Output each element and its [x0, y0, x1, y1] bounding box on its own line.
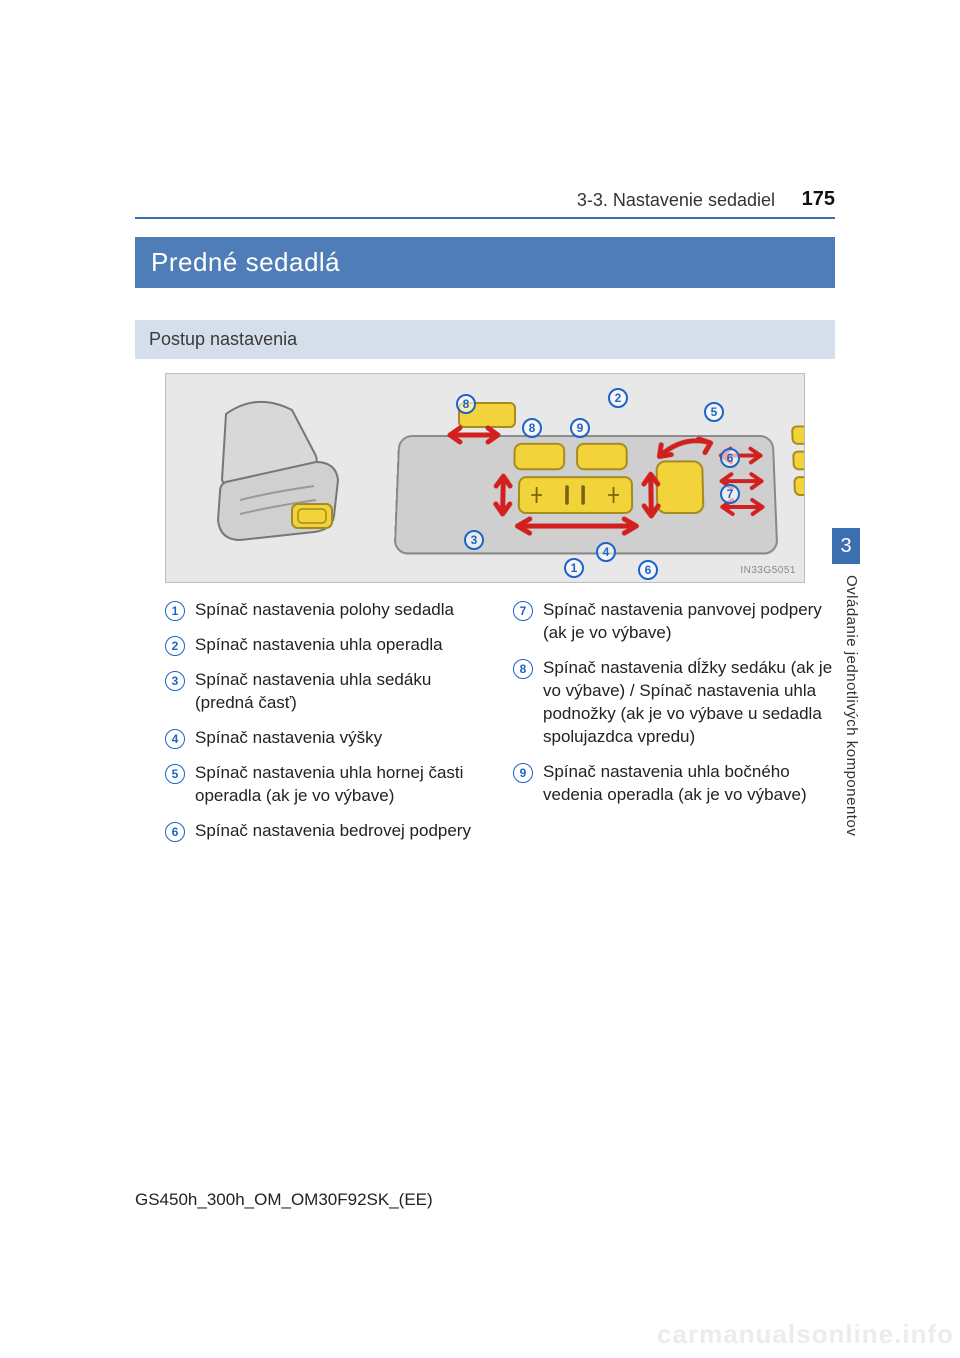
callout-7: 7 [720, 484, 740, 504]
control-btn-main [518, 476, 633, 514]
callout-6a: 6 [638, 560, 658, 580]
section-side-label: Ovládanie jednotlivých komponentov [832, 575, 860, 836]
legend-item: 9 Spínač nastavenia uhla bočného vedenia … [513, 761, 835, 807]
legend-num: 6 [165, 822, 185, 842]
section-title: Predné sedadlá [151, 247, 340, 277]
legend-text: Spínač nastavenia bedrovej podpery [195, 820, 471, 843]
diagram-ref-code: IN33G5051 [740, 565, 796, 576]
legend-text: Spínač nastavenia panvovej podpery (ak j… [543, 599, 835, 645]
legend-item: 1 Spínač nastavenia polohy sedadla [165, 599, 487, 622]
legend-text: Spínač nastavenia uhla sedáku (predná ča… [195, 669, 487, 715]
callout-8b: 8 [522, 418, 542, 438]
subsection-title: Postup nastavenia [149, 329, 297, 349]
document-code: GS450h_300h_OM_OM30F92SK_(EE) [135, 1190, 433, 1210]
legend-text: Spínač nastavenia uhla operadla [195, 634, 443, 657]
watermark: carmanualsonline.info [657, 1319, 954, 1350]
arrow-icon [511, 516, 642, 536]
legend-item: 4 Spínač nastavenia výšky [165, 727, 487, 750]
legend-num: 5 [165, 764, 185, 784]
manual-page: 3-3. Nastavenie sedadiel 175 Predné seda… [0, 0, 960, 1358]
legend-item: 5 Spínač nastavenia uhla hornej časti ope… [165, 762, 487, 808]
legend-text: Spínač nastavenia uhla hornej časti oper… [195, 762, 487, 808]
legend-item: 8 Spínač nastavenia dĺžky sedáku (ak je v… [513, 657, 835, 749]
breadcrumb: 3-3. Nastavenie sedadiel [577, 190, 775, 211]
legend-columns: 1 Spínač nastavenia polohy sedadla 2 Spína… [165, 593, 835, 855]
callout-8a: 8 [456, 394, 476, 414]
arrow-icon [490, 472, 517, 518]
callout-9: 9 [570, 418, 590, 438]
control-btn-top-right [576, 443, 628, 470]
legend-num: 9 [513, 763, 533, 783]
legend-item: 2 Spínač nastavenia uhla operadla [165, 634, 487, 657]
callout-4: 4 [596, 542, 616, 562]
page-header: 3-3. Nastavenie sedadiel 175 [135, 195, 835, 223]
subsection-bar: Postup nastavenia [135, 320, 835, 359]
seat-illustration [196, 396, 366, 546]
control-btn-top-left [513, 443, 565, 470]
header-rule [135, 217, 835, 219]
section-tab: 3 [832, 528, 860, 564]
page-number: 175 [802, 188, 835, 211]
section-title-bar: Predné sedadlá [135, 237, 835, 288]
legend-item: 7 Spínač nastavenia panvovej podpery (ak … [513, 599, 835, 645]
arrow-icon [649, 433, 719, 462]
arrow-icon [444, 424, 504, 446]
callout-5: 5 [704, 402, 724, 422]
legend-num: 1 [165, 601, 185, 621]
callout-1: 1 [564, 558, 584, 578]
legend-num: 4 [165, 729, 185, 749]
legend-num: 3 [165, 671, 185, 691]
control-btn-col-2 [792, 451, 805, 471]
control-btn-column [791, 425, 805, 524]
legend-num: 8 [513, 659, 533, 679]
legend-left-col: 1 Spínač nastavenia polohy sedadla 2 Spína… [165, 593, 487, 855]
legend-text: Spínač nastavenia dĺžky sedáku (ak je vo… [543, 657, 835, 749]
legend-right-col: 7 Spínač nastavenia panvovej podpery (ak … [513, 593, 835, 855]
callout-2: 2 [608, 388, 628, 408]
arrow-icon [638, 470, 665, 520]
legend-text: Spínač nastavenia výšky [195, 727, 382, 750]
legend-num: 2 [165, 636, 185, 656]
legend-item: 3 Spínač nastavenia uhla sedáku (predná č… [165, 669, 487, 715]
legend-text: Spínač nastavenia uhla bočného vedenia o… [543, 761, 835, 807]
control-btn-col-1 [791, 425, 805, 444]
callout-3: 3 [464, 530, 484, 550]
callout-6b: 6 [720, 448, 740, 468]
control-btn-col-3 [793, 476, 805, 496]
legend-num: 7 [513, 601, 533, 621]
legend-item: 6 Spínač nastavenia bedrovej podpery [165, 820, 487, 843]
seat-controls-diagram: 1 2 3 4 5 6 6 7 8 8 9 IN33G5051 [165, 373, 805, 583]
legend-text: Spínač nastavenia polohy sedadla [195, 599, 454, 622]
